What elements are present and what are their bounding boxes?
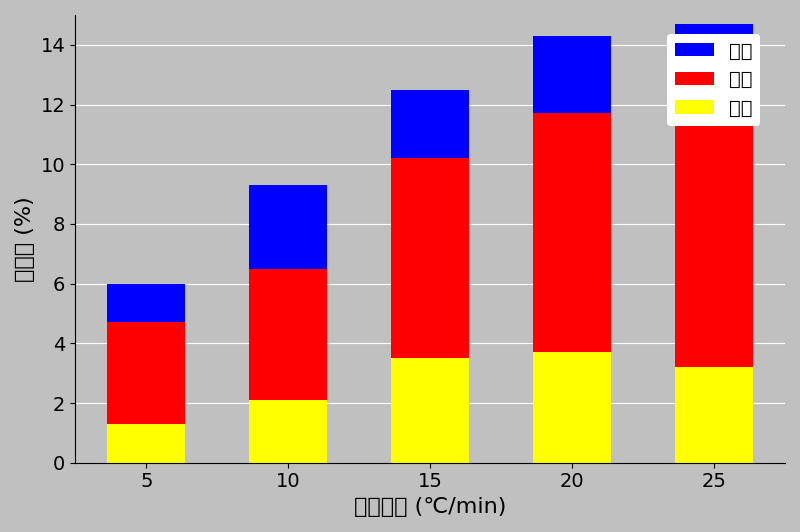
Bar xyxy=(533,36,611,113)
Bar xyxy=(107,322,186,424)
Bar xyxy=(107,284,186,322)
Bar xyxy=(391,159,469,358)
Bar xyxy=(674,367,753,463)
Bar xyxy=(249,185,327,269)
Bar xyxy=(391,89,469,159)
Bar xyxy=(674,24,753,117)
Bar xyxy=(533,352,611,463)
Legend: 重油, 中油, 轻油: 重油, 中油, 轻油 xyxy=(667,34,761,126)
Bar xyxy=(107,424,186,463)
Bar xyxy=(391,358,469,463)
Bar xyxy=(249,269,327,400)
Bar xyxy=(249,400,327,463)
X-axis label: 温度梯度 (℃/min): 温度梯度 (℃/min) xyxy=(354,497,506,517)
Y-axis label: 回收率 (%): 回收率 (%) xyxy=(15,196,35,282)
Bar xyxy=(533,113,611,352)
Bar xyxy=(674,117,753,367)
